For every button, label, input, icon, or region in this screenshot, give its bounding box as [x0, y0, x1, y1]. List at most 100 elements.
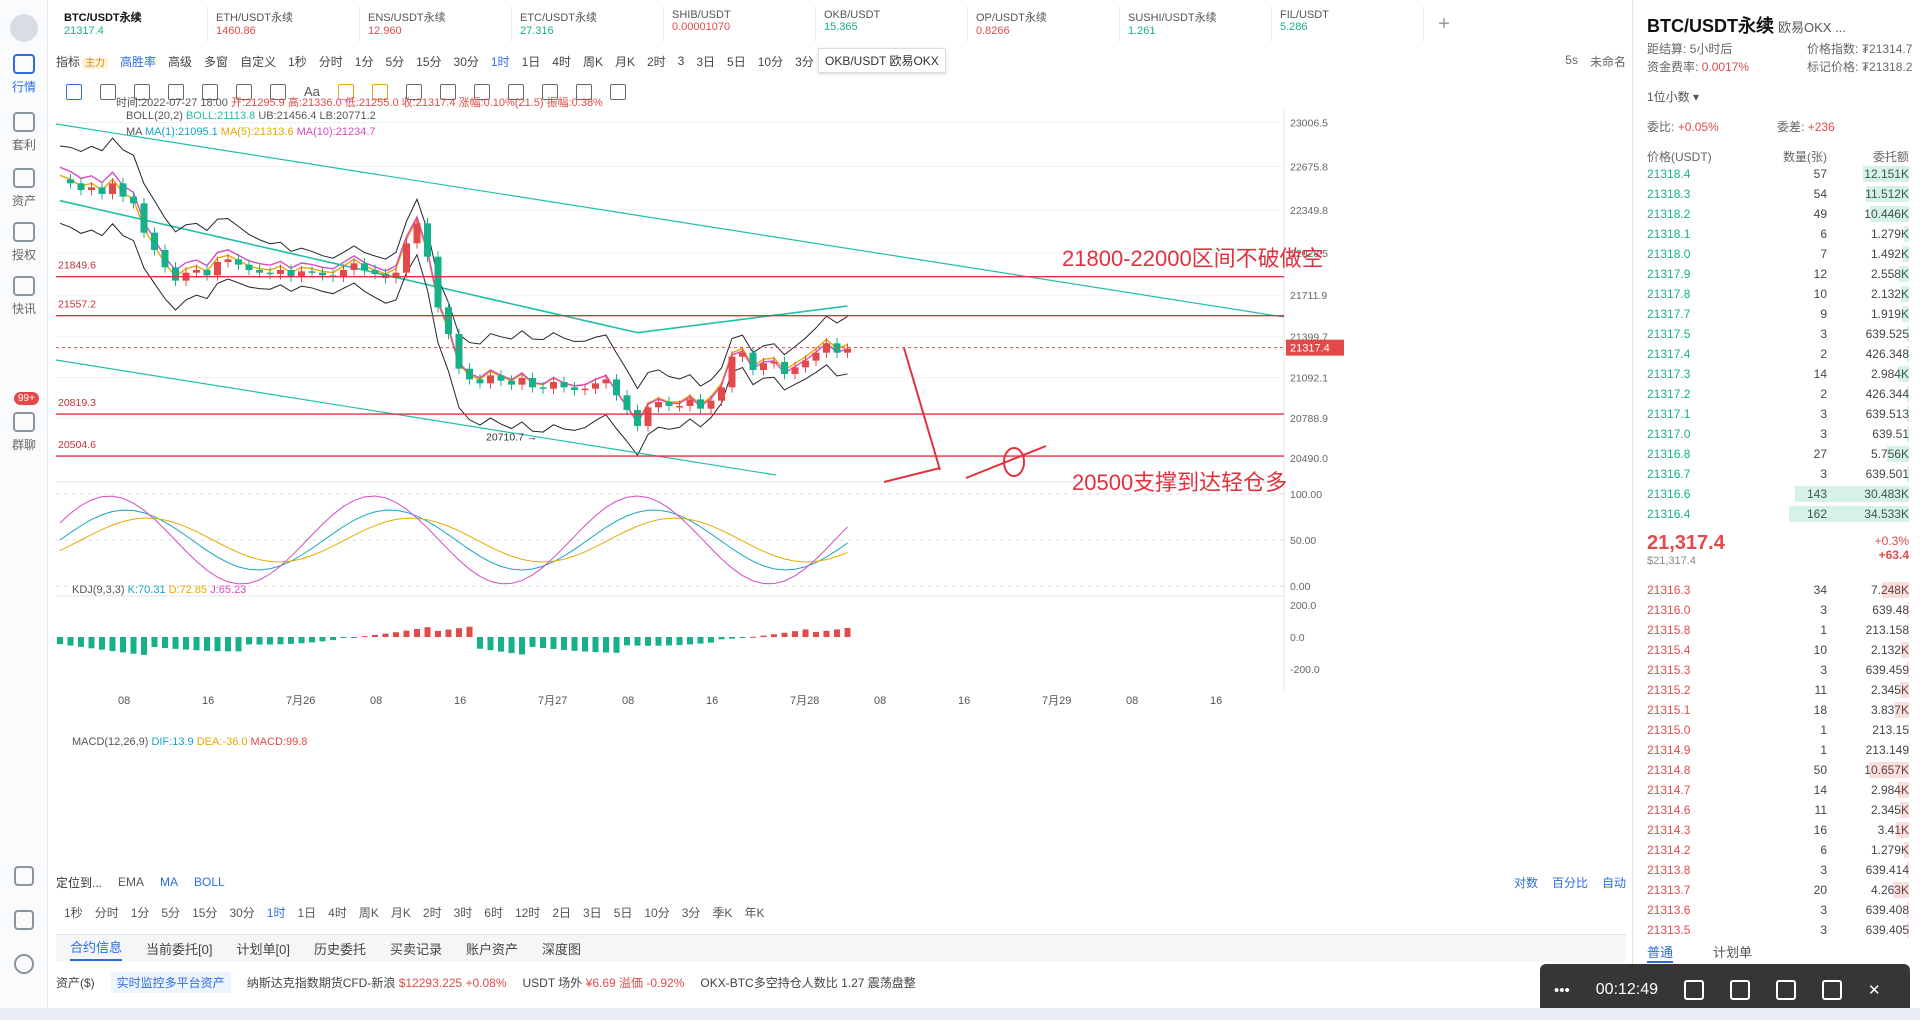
tab-op[interactable]: OP/USDT永续 0.8266: [968, 6, 1120, 42]
timeframe-option[interactable]: 5日: [613, 906, 633, 920]
timeframe-option[interactable]: 10分: [644, 906, 670, 920]
ask-row[interactable]: 21316.0 3 639.48: [1647, 600, 1909, 620]
candlestick-chart[interactable]: 21849.6 21557.2 20819.3 20504.6 23006.5 2267…: [55, 110, 1626, 850]
ask-row[interactable]: 21315.2 11 2.345K: [1647, 680, 1909, 700]
phone-icon[interactable]: [14, 910, 34, 930]
ask-row[interactable]: 21315.8 1 213.158: [1647, 620, 1909, 640]
timeframe-option[interactable]: 2时: [422, 906, 442, 920]
bid-row[interactable]: 21318.0 7 1.492K: [1647, 244, 1909, 264]
nav-arbitrage[interactable]: 套利: [0, 112, 48, 153]
tab-shib[interactable]: SHIB/USDT 0.00001070: [664, 6, 816, 42]
toolbar-item[interactable]: 2时: [646, 54, 666, 69]
bid-row[interactable]: 21317.5 3 639.525: [1647, 324, 1909, 344]
timeframe-option[interactable]: 5分: [161, 906, 181, 920]
pen-icon[interactable]: [405, 84, 422, 100]
timeframe-option[interactable]: 1分: [130, 906, 150, 920]
bid-row[interactable]: 21317.4 2 426.348: [1647, 344, 1909, 364]
toolbar-item[interactable]: 3分: [795, 54, 814, 69]
locate-button[interactable]: 定位到...: [56, 875, 103, 890]
toolbar-item[interactable]: 5分: [385, 54, 405, 69]
timeframe-option[interactable]: 季K: [712, 906, 733, 920]
bid-row[interactable]: 21318.1 6 1.279K: [1647, 224, 1909, 244]
bid-row[interactable]: 21317.7 9 1.919K: [1647, 304, 1909, 324]
parallel-lines-icon[interactable]: [202, 84, 218, 100]
bid-row[interactable]: 21316.6 143 30.483K: [1647, 484, 1909, 504]
ema-toggle[interactable]: EMA: [118, 875, 145, 889]
toolbar-item[interactable]: 4时: [552, 54, 571, 69]
ask-row[interactable]: 21315.1 18 3.837K: [1647, 700, 1909, 720]
ask-row[interactable]: 21314.9 1 213.149: [1647, 740, 1909, 760]
ask-row[interactable]: 21314.8 50 10.657K: [1647, 760, 1909, 780]
timeframe-option[interactable]: 15分: [192, 906, 218, 920]
refresh-interval[interactable]: 5s: [1565, 52, 1578, 67]
precision-select[interactable]: 1位小数 ▾: [1647, 90, 1700, 104]
bars-icon[interactable]: [473, 84, 490, 100]
more-icon[interactable]: •••: [1554, 981, 1570, 999]
toolbar-item[interactable]: 1分: [354, 54, 374, 69]
timeframe-option[interactable]: 3日: [583, 906, 602, 920]
bid-row[interactable]: 21317.0 3 639.51: [1647, 424, 1909, 444]
timeframe-option[interactable]: 4时: [328, 906, 347, 920]
timeframe-option[interactable]: 30分: [229, 906, 255, 920]
toolbar-item[interactable]: 10分: [757, 54, 784, 69]
ask-row[interactable]: 21314.3 16 3.41K: [1647, 820, 1909, 840]
bid-row[interactable]: 21317.9 12 2.558K: [1647, 264, 1909, 284]
tab-okb[interactable]: OKB/USDT 15.365: [816, 6, 968, 42]
toolbar-item[interactable]: 3: [677, 54, 685, 68]
text-tool-icon[interactable]: Aa: [304, 84, 320, 99]
pen-icon[interactable]: [1684, 980, 1705, 1000]
ask-row[interactable]: 21313.5 3 639.405: [1647, 920, 1909, 940]
timeframe-option[interactable]: 年K: [744, 906, 765, 920]
toolbar-item[interactable]: 自定义: [240, 54, 277, 69]
diamond-icon[interactable]: [14, 866, 34, 886]
ask-row[interactable]: 21314.6 11 2.345K: [1647, 800, 1909, 820]
timeframe-option[interactable]: 12时: [514, 906, 541, 920]
bid-row[interactable]: 21316.7 3 639.501: [1647, 464, 1909, 484]
timeframe-option[interactable]: 3时: [453, 906, 473, 920]
toolbar-item[interactable]: 高胜率: [120, 54, 157, 69]
tab-fil[interactable]: FIL/USDT 5.286: [1272, 6, 1424, 42]
tab-sushi[interactable]: SUSHI/USDT永续 1.261: [1120, 6, 1272, 42]
ask-row[interactable]: 21313.6 3 639.408: [1647, 900, 1909, 920]
timeframe-option[interactable]: 1时: [266, 906, 286, 920]
toolbar-item[interactable]: 15分: [416, 54, 442, 69]
boll-toggle[interactable]: BOLL: [194, 875, 225, 889]
toolbar-item[interactable]: 多窗: [204, 54, 229, 69]
timeframe-option[interactable]: 分时: [94, 906, 119, 920]
copy-icon[interactable]: [541, 84, 558, 100]
toolbar-item[interactable]: 1日: [521, 54, 541, 69]
ask-row[interactable]: 21313.7 20 4.263K: [1647, 880, 1909, 900]
nav-market[interactable]: 行情: [0, 54, 48, 95]
toolbar-item[interactable]: 1时: [490, 54, 510, 69]
news-ticker[interactable]: 纳斯达克指数期货CFD-新浪 $12293.225 +0.08%: [247, 974, 507, 991]
add-tab-button[interactable]: +: [1438, 13, 1450, 35]
edit-icon[interactable]: [575, 84, 592, 100]
trend-line-icon[interactable]: [134, 84, 150, 100]
toolbar-item[interactable]: 月K: [614, 54, 635, 69]
wave-icon[interactable]: [236, 84, 252, 100]
stop-icon[interactable]: [1822, 980, 1843, 1000]
bid-row[interactable]: 21317.1 3 639.513: [1647, 404, 1909, 424]
bottom-tab[interactable]: 计划单[0]: [236, 942, 290, 957]
indicator-button[interactable]: 指标 主力: [56, 53, 109, 70]
toolbar-item[interactable]: 周K: [582, 54, 603, 69]
bottom-tab[interactable]: 历史委托: [313, 942, 366, 957]
close-icon[interactable]: ✕: [1868, 982, 1881, 999]
bid-row[interactable]: 21318.3 54 11.512K: [1647, 184, 1909, 204]
timeframe-option[interactable]: 月K: [390, 906, 411, 920]
tab-etc[interactable]: ETC/USDT永续 27.316: [512, 6, 664, 42]
bottom-tab[interactable]: 深度图: [542, 942, 582, 957]
tab-btc[interactable]: BTC/USDT永续 21317.4: [56, 6, 208, 42]
hide-drawings-icon[interactable]: [371, 84, 388, 100]
bid-row[interactable]: 21317.3 14 2.984K: [1647, 364, 1909, 384]
nav-news[interactable]: 快讯: [0, 276, 48, 317]
nav-chat[interactable]: 群聊: [0, 412, 48, 453]
toolbar-item[interactable]: 分时: [318, 54, 343, 69]
bid-row[interactable]: 21318.4 57 12.151K: [1647, 164, 1909, 184]
log-scale-button[interactable]: 对数: [1513, 875, 1538, 890]
monitor-button[interactable]: 实时监控多平台资产: [110, 971, 231, 993]
bottom-tab[interactable]: 当前委托[0]: [146, 942, 213, 957]
ma-toggle[interactable]: MA: [160, 875, 179, 889]
bid-row[interactable]: 21318.2 49 10.446K: [1647, 204, 1909, 224]
tab-eth[interactable]: ETH/USDT永续 1460.86: [208, 6, 360, 42]
